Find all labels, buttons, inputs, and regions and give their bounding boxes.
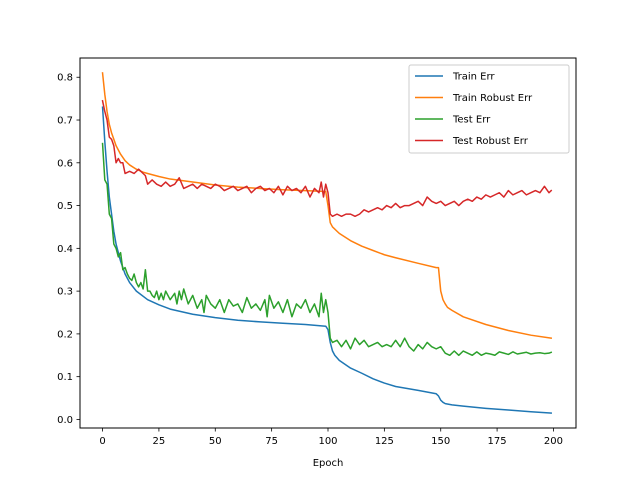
y-tick-label: 0.0 [57,415,73,426]
y-tick-label: 0.6 [57,158,73,169]
x-tick-label: 150 [431,436,450,447]
y-tick-label: 0.2 [57,329,73,340]
y-tick-label: 0.3 [57,287,73,298]
y-tick-label: 0.1 [57,372,73,383]
legend: Train Err Train Robust Err Test Err Test Ro… [408,64,570,154]
series-layer [101,72,553,414]
legend-frame [408,64,570,154]
x-tick-label: 0 [99,436,105,447]
x-axis-ticks: 0 25 50 75 100 125 150 175 200 [99,428,563,447]
x-tick-label: 25 [153,436,166,447]
legend-label: Test Err [452,115,491,126]
legend-label: Test Robust Err [452,136,529,147]
y-tick-label: 0.5 [57,201,73,212]
y-tick-label: 0.4 [57,244,73,255]
series-line-test-robust-err [101,99,553,218]
x-tick-label: 50 [209,436,222,447]
series-line-test-err [101,142,553,357]
legend-label: Train Err [452,72,495,83]
legend-label: Train Robust Err [452,93,533,104]
x-axis-label: Epoch [313,458,344,469]
x-tick-label: 200 [544,436,563,447]
x-tick-label: 75 [265,436,278,447]
y-axis-ticks: 0.0 0.1 0.2 0.3 0.4 0.5 0.6 0.7 0.8 [57,73,80,426]
series-line-train-robust-err [101,72,553,340]
y-tick-label: 0.7 [57,116,73,127]
x-tick-label: 175 [488,436,507,447]
x-tick-label: 100 [318,436,337,447]
series-line-train-err [101,106,552,414]
x-tick-label: 125 [375,436,394,447]
y-tick-label: 0.8 [57,73,73,84]
